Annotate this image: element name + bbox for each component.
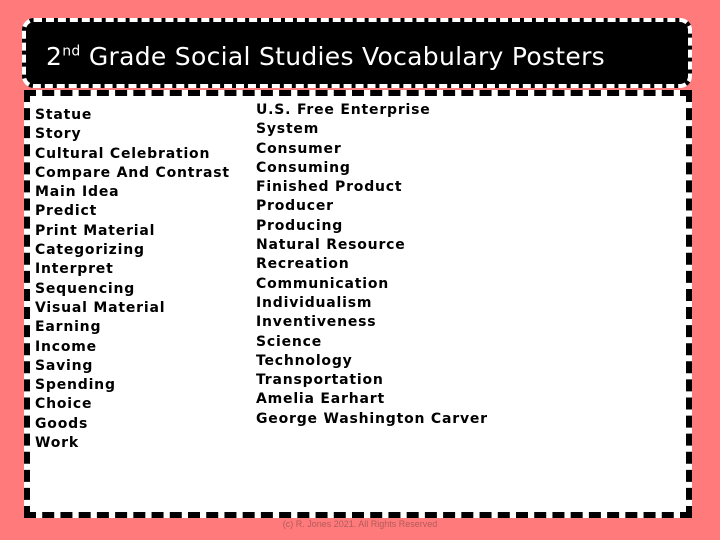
vocabulary-word: Work [35, 435, 79, 452]
vocabulary-word: Producing [256, 217, 344, 234]
vocabulary-word: Transportation [256, 372, 384, 389]
vocabulary-word: Individualism [256, 294, 373, 311]
vocabulary-list-right: U.S. Free Enterprise System Consumer Consum… [256, 101, 488, 429]
vocabulary-word: System [256, 121, 320, 138]
vocabulary-word: Income [35, 338, 97, 355]
vocabulary-word: Print Material [35, 222, 156, 239]
vocabulary-word: Visual Material [35, 299, 166, 316]
vocabulary-word: Natural Resource [256, 237, 406, 254]
vocabulary-word: Choice [35, 396, 93, 413]
copyright-footer: (c) R. Jones 2021. All Rights Reserved [282, 519, 438, 529]
vocabulary-word: Categorizing [35, 242, 145, 259]
vocabulary-word: Amelia Earhart [256, 391, 385, 408]
vocabulary-word: Sequencing [35, 280, 136, 297]
vocabulary-panel: Statue Story Cultural Celebration Compare A… [24, 90, 692, 518]
title-banner: 2nd Grade Social Studies Vocabulary Post… [22, 18, 692, 88]
vocabulary-word: Technology [256, 352, 353, 369]
vocabulary-word: Main Idea [35, 184, 120, 201]
vocabulary-list-left: Statue Story Cultural Celebration Compare A… [35, 106, 230, 453]
vocabulary-word: Goods [35, 415, 89, 432]
vocabulary-word: Consumer [256, 140, 342, 157]
vocabulary-word: Science [256, 333, 323, 350]
vocabulary-word: Statue [35, 107, 93, 123]
vocabulary-word: Story [35, 126, 82, 143]
vocabulary-word: Predict [35, 203, 98, 220]
vocabulary-word: Consuming [256, 159, 351, 176]
title-superscript: nd [62, 43, 81, 60]
vocabulary-word: Compare And Contrast [35, 164, 230, 181]
vocabulary-word: Spending [35, 377, 116, 394]
title-number: 2 [46, 42, 63, 71]
title-text: Grade Social Studies Vocabulary Posters [80, 42, 605, 71]
vocabulary-word: Saving [35, 357, 94, 374]
vocabulary-word: Inventiveness [256, 314, 377, 331]
vocabulary-word: Producer [256, 198, 334, 215]
page-title: 2nd Grade Social Studies Vocabulary Post… [46, 42, 605, 71]
vocabulary-word: Finished Product [256, 179, 403, 196]
vocabulary-word: Cultural Celebration [35, 145, 211, 162]
vocabulary-word: Communication [256, 275, 390, 292]
vocabulary-word: Recreation [256, 256, 350, 273]
vocabulary-word: Earning [35, 319, 102, 336]
vocabulary-word: Interpret [35, 261, 114, 278]
vocabulary-word: George Washington Carver [256, 410, 488, 427]
vocabulary-word: U.S. Free Enterprise [256, 102, 431, 118]
